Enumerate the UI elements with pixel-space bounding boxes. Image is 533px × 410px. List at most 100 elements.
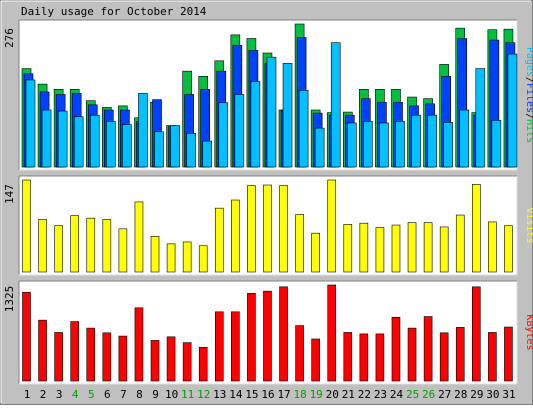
bar-kbytes-28 bbox=[455, 327, 465, 382]
day-label-31: 31 bbox=[502, 388, 515, 401]
bar-visits-6 bbox=[102, 219, 112, 273]
day-label-13: 13 bbox=[213, 388, 226, 401]
bar-pages-21 bbox=[346, 122, 357, 168]
bar-visits-2 bbox=[38, 219, 47, 273]
bar-kbytes-23 bbox=[375, 333, 385, 382]
bar-visits-7 bbox=[118, 228, 128, 273]
bar-visits-5 bbox=[86, 217, 96, 273]
bar-pages-8 bbox=[138, 93, 148, 168]
bar-pages-22 bbox=[363, 121, 373, 168]
bar-pages-1 bbox=[25, 79, 36, 168]
day-label-6: 6 bbox=[104, 388, 111, 401]
bar-pages-31 bbox=[507, 53, 518, 168]
day-label-17: 17 bbox=[277, 388, 290, 401]
bar-pages-3 bbox=[57, 110, 68, 168]
bar-pages-10 bbox=[170, 125, 180, 168]
legend-entry: / bbox=[524, 77, 533, 83]
bar-kbytes-17 bbox=[279, 286, 288, 382]
bar-pages-24 bbox=[395, 121, 405, 168]
bar-kbytes-26 bbox=[423, 316, 433, 382]
bar-visits-16 bbox=[263, 184, 272, 273]
day-label-22: 22 bbox=[358, 388, 371, 401]
bar-visits-28 bbox=[455, 214, 465, 273]
bar-pages-11 bbox=[186, 133, 196, 168]
bar-pages-16 bbox=[266, 56, 277, 168]
day-label-21: 21 bbox=[342, 388, 355, 401]
bar-pages-19 bbox=[314, 127, 325, 168]
bar-pages-23 bbox=[379, 122, 389, 168]
bar-kbytes-13 bbox=[214, 311, 224, 382]
bar-kbytes-14 bbox=[231, 311, 240, 382]
day-label-12: 12 bbox=[197, 388, 210, 401]
bar-kbytes-10 bbox=[166, 336, 176, 382]
bar-visits-19 bbox=[311, 232, 320, 273]
bar-kbytes-18 bbox=[295, 325, 304, 382]
day-label-2: 2 bbox=[40, 388, 47, 401]
legend: Visits bbox=[524, 207, 533, 243]
bar-kbytes-8 bbox=[134, 307, 144, 382]
bar-pages-2 bbox=[41, 109, 52, 168]
bar-kbytes-1 bbox=[22, 291, 31, 382]
bar-pages-20 bbox=[330, 42, 341, 168]
bar-visits-12 bbox=[198, 245, 208, 273]
bar-pages-12 bbox=[202, 140, 213, 168]
bar-kbytes-29 bbox=[472, 286, 481, 382]
bar-pages-29 bbox=[475, 68, 486, 168]
bar-visits-9 bbox=[150, 236, 160, 273]
bar-kbytes-21 bbox=[343, 332, 353, 382]
bar-visits-17 bbox=[279, 185, 288, 273]
day-label-4: 4 bbox=[72, 388, 79, 401]
day-label-3: 3 bbox=[56, 388, 63, 401]
bar-visits-21 bbox=[343, 224, 353, 273]
day-label-15: 15 bbox=[245, 388, 258, 401]
bar-visits-11 bbox=[182, 241, 192, 273]
bar-pages-7 bbox=[122, 124, 132, 168]
bar-pages-27 bbox=[443, 122, 453, 168]
bar-kbytes-6 bbox=[102, 332, 112, 382]
bar-visits-15 bbox=[247, 185, 256, 273]
bar-visits-25 bbox=[407, 222, 417, 273]
chart-title: Daily usage for October 2014 bbox=[21, 5, 207, 18]
legend-entry: / bbox=[524, 113, 533, 119]
legend-entry: Pages bbox=[524, 47, 533, 77]
bar-visits-31 bbox=[504, 225, 513, 273]
day-label-19: 19 bbox=[310, 388, 323, 401]
bar-kbytes-27 bbox=[439, 332, 449, 382]
bar-kbytes-3 bbox=[54, 332, 63, 382]
bar-kbytes-22 bbox=[359, 333, 369, 382]
bar-visits-4 bbox=[70, 215, 79, 273]
bar-kbytes-9 bbox=[150, 340, 160, 382]
bar-kbytes-7 bbox=[118, 335, 128, 382]
bar-kbytes-12 bbox=[198, 347, 208, 382]
day-label-24: 24 bbox=[390, 388, 404, 401]
legend-entry: Files bbox=[524, 83, 533, 113]
legend-entry: Hits bbox=[524, 119, 533, 143]
bar-visits-18 bbox=[295, 214, 304, 273]
bar-kbytes-5 bbox=[86, 327, 96, 382]
bar-pages-28 bbox=[459, 109, 470, 168]
y-max-label: 147 bbox=[3, 184, 16, 204]
day-label-11: 11 bbox=[181, 388, 194, 401]
bar-pages-13 bbox=[218, 102, 229, 168]
day-label-23: 23 bbox=[374, 388, 387, 401]
day-label-30: 30 bbox=[486, 388, 499, 401]
bar-pages-9 bbox=[154, 131, 164, 168]
bar-pages-26 bbox=[427, 114, 437, 168]
bar-visits-14 bbox=[231, 199, 240, 273]
bar-kbytes-16 bbox=[263, 290, 272, 382]
bar-visits-24 bbox=[391, 224, 401, 273]
day-label-25: 25 bbox=[406, 388, 419, 401]
bar-kbytes-11 bbox=[182, 342, 192, 382]
bar-pages-15 bbox=[250, 81, 261, 168]
y-max-label: 276 bbox=[3, 28, 16, 48]
bar-visits-22 bbox=[359, 222, 369, 273]
day-label-16: 16 bbox=[261, 388, 274, 401]
bar-visits-1 bbox=[22, 179, 31, 273]
legend: Pages/Files/Hits bbox=[524, 47, 533, 143]
bar-kbytes-4 bbox=[70, 321, 79, 382]
bar-kbytes-2 bbox=[38, 319, 47, 382]
legend-entry: KBytes bbox=[524, 314, 533, 350]
bar-visits-3 bbox=[54, 225, 63, 273]
